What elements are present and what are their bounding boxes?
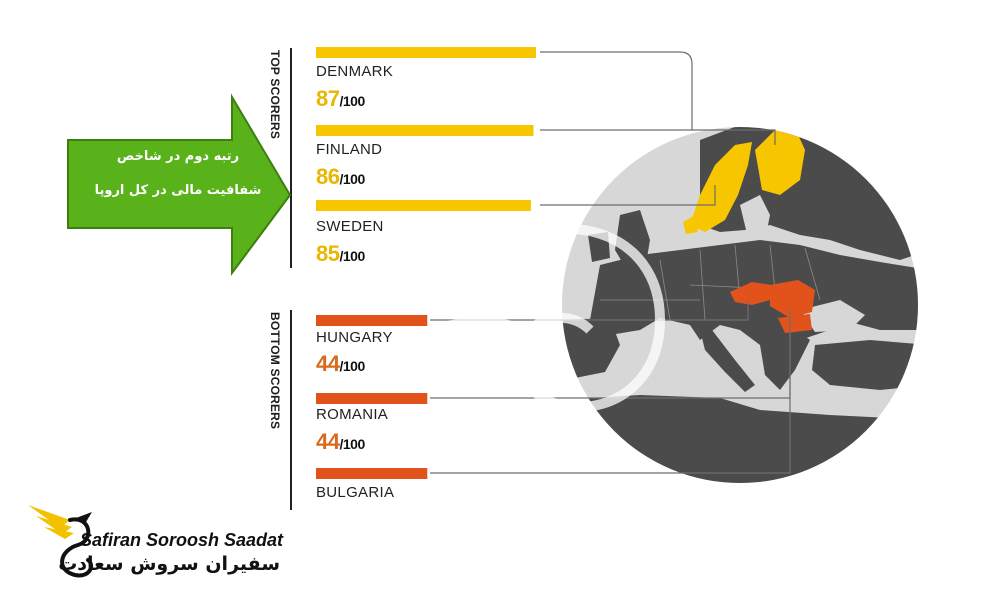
europe-map xyxy=(562,127,918,483)
score-value-finland: 86 xyxy=(316,164,340,189)
logo-emblem xyxy=(28,505,94,578)
country-label-finland: FINLAND xyxy=(316,141,383,158)
score-value-romania: 44 xyxy=(316,429,340,454)
map-land-italy xyxy=(700,330,755,392)
map-highlight-denmark xyxy=(683,216,698,234)
logo-text-latin: Safiran Soroosh Saadat xyxy=(80,530,284,550)
map-land-turkey xyxy=(812,340,918,390)
leader-line-finland xyxy=(540,129,776,145)
map-highlight-sweden xyxy=(690,142,752,232)
map-sea-black xyxy=(800,300,865,332)
map-highlight-romania xyxy=(770,280,815,318)
country-label-sweden: SWEDEN xyxy=(316,218,384,235)
bottom-scorers-label: BOTTOM SCORERS xyxy=(268,312,282,430)
top-scorers-label: TOP SCORERS xyxy=(268,50,282,140)
watermark-swirl xyxy=(428,223,666,413)
score-value-denmark: 87 xyxy=(316,86,340,111)
green-arrow xyxy=(67,93,292,277)
country-label-bulgaria: BULGARIA xyxy=(316,484,395,501)
score-max-hungary: /100 xyxy=(339,358,365,374)
logo-text-persian: سفیران سروش سعادت xyxy=(58,553,280,575)
bar-finland xyxy=(316,125,534,136)
bar-hungary xyxy=(316,315,428,326)
bars xyxy=(316,47,536,479)
score-finland: 86/100 xyxy=(316,164,365,190)
score-max-romania: /100 xyxy=(339,436,365,452)
map-land-balkans xyxy=(745,320,810,390)
score-max-finland: /100 xyxy=(339,171,365,187)
country-label-hungary: HUNGARY xyxy=(316,329,393,346)
score-value-hungary: 44 xyxy=(316,351,340,376)
arrow-callout: رتبه دوم در شاخص شفافیت مالی در کل اروپا xyxy=(78,140,278,208)
country-label-denmark: DENMARK xyxy=(316,63,394,80)
leader-line-sweden xyxy=(540,185,716,206)
country-label-romania: ROMANIA xyxy=(316,406,389,423)
map-highlight-finland xyxy=(755,128,805,195)
score-max-sweden: /100 xyxy=(339,248,365,264)
bar-bulgaria xyxy=(316,468,428,479)
leader-line-denmark xyxy=(540,51,693,130)
bar-denmark xyxy=(316,47,536,58)
bar-sweden xyxy=(316,200,531,211)
map-highlight-bulgaria xyxy=(778,314,812,333)
score-hungary: 44/100 xyxy=(316,351,365,377)
score-denmark: 87/100 xyxy=(316,86,365,112)
arrow-callout-line1: رتبه دوم در شاخص xyxy=(116,149,240,164)
score-sweden: 85/100 xyxy=(316,241,365,267)
score-romania: 44/100 xyxy=(316,429,365,455)
score-value-sweden: 85 xyxy=(316,241,340,266)
map-highlight-hungary xyxy=(730,282,772,305)
leader-line-bulgaria xyxy=(430,330,791,474)
map-sea-baltic xyxy=(740,195,770,240)
bar-romania xyxy=(316,393,428,404)
score-max-denmark: /100 xyxy=(339,93,365,109)
arrow-callout-line2: شفافیت مالی در کل اروپا xyxy=(94,183,262,198)
